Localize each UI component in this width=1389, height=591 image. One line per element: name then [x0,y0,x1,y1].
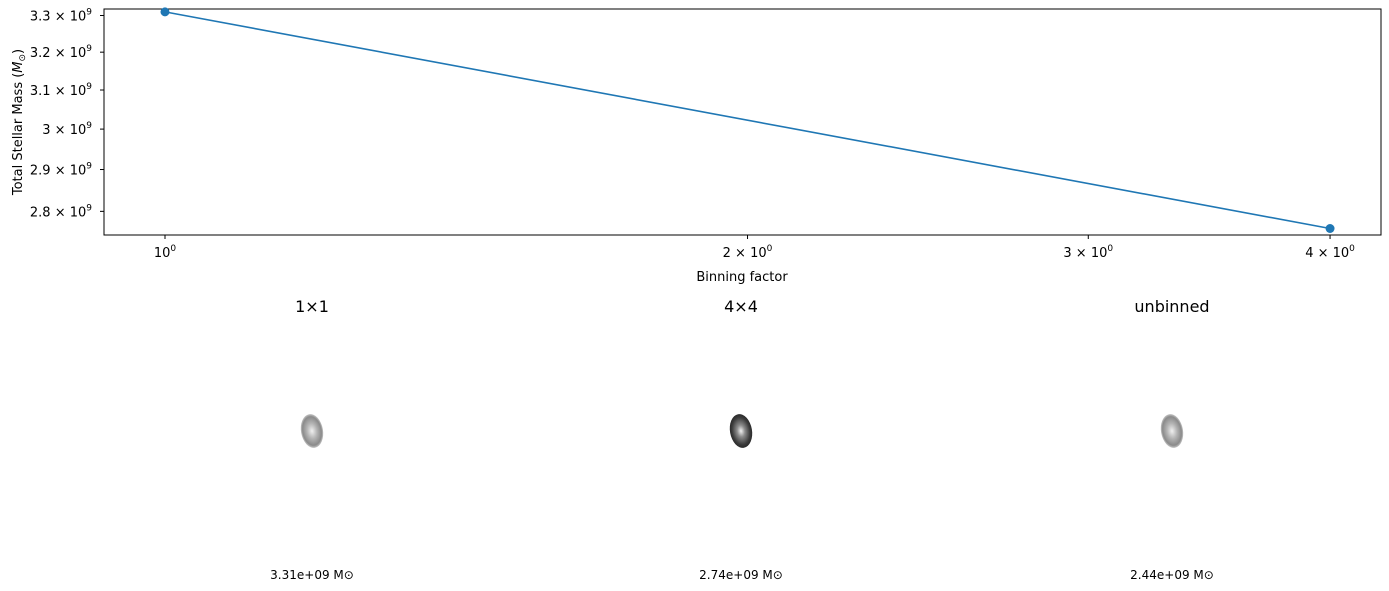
x-axis-ticks: 100 2 × 100 3 × 100 4 × 100 [154,235,1355,261]
panel-title: unbinned [1134,297,1209,316]
data-point [1325,224,1335,234]
panel-title: 4×4 [724,297,758,316]
y-tick-label: 3.1 × 109 [30,82,92,99]
galaxy-image [729,414,753,448]
data-point [160,7,170,17]
image-panel: 4×4 2.74e+09 M⊙ [699,297,783,582]
panel-caption: 3.31e+09 M⊙ [270,568,354,582]
y-axis-ticks: 2.8 × 109 2.9 × 109 3 × 109 3.1 × 109 3.2 × … [30,7,104,220]
image-panels: 1×1 3.31e+09 M⊙ 4×4 2.74e+09 M⊙ unbinned 2.44… [270,297,1214,582]
image-panel: unbinned 2.44e+09 M⊙ [1130,297,1214,582]
y-tick-label: 2.9 × 109 [30,162,92,179]
y-tick-label: 3 × 109 [42,121,92,138]
x-tick-label: 4 × 100 [1305,244,1355,261]
y-axis-label: Total Stellar Mass (M⊙) [11,49,28,196]
y-tick-label: 2.8 × 109 [30,203,92,220]
panel-caption: 2.44e+09 M⊙ [1130,568,1214,582]
x-axis-label: Binning factor [696,270,788,285]
series-line [164,11,1331,230]
x-tick-label: 100 [154,244,177,261]
plot-area: 100 2 × 100 3 × 100 4 × 100 2.8 × 109 2.9 × … [11,7,1382,285]
axes-frame [103,8,1382,236]
x-tick-label: 2 × 100 [723,244,773,261]
x-tick-label: 3 × 100 [1063,244,1113,261]
panel-caption: 2.74e+09 M⊙ [699,568,783,582]
y-tick-label: 3.2 × 109 [30,44,92,61]
galaxy-image [300,414,324,448]
y-tick-label: 3.3 × 109 [30,7,92,24]
galaxy-image [1160,414,1184,448]
panel-title: 1×1 [295,297,329,316]
image-panel: 1×1 3.31e+09 M⊙ [270,297,354,582]
series-group [160,7,1335,234]
